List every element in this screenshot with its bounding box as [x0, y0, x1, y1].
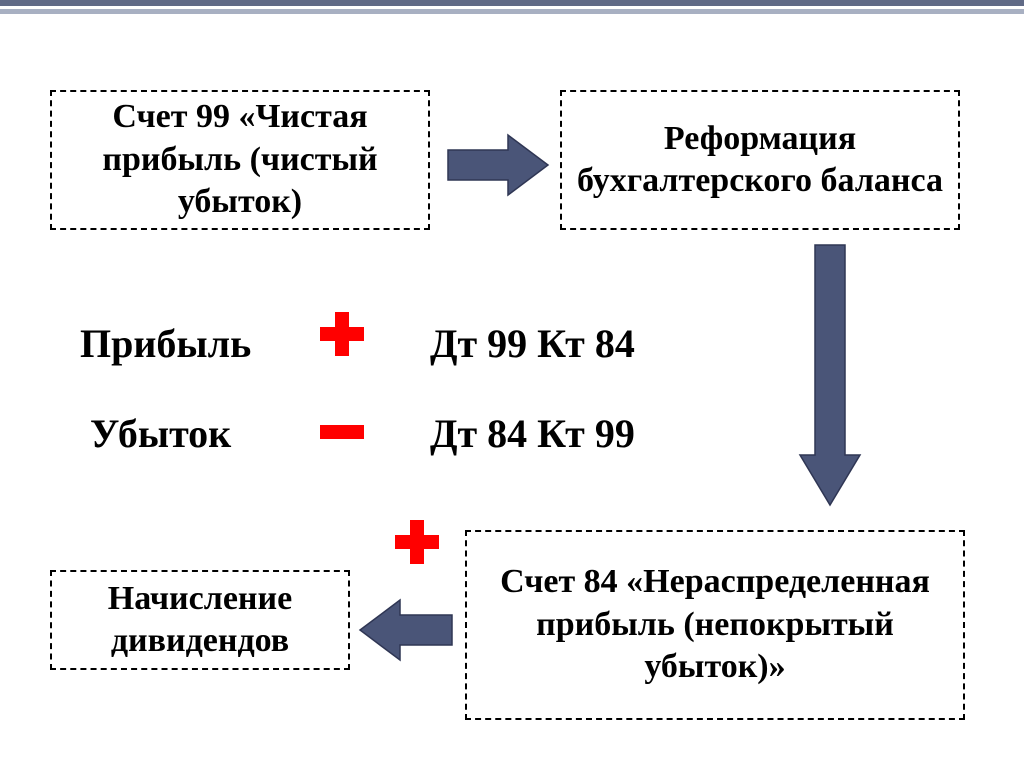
- plus-icon: [395, 520, 439, 564]
- label-loss: Убыток: [90, 410, 231, 457]
- box-account-99-text: Счет 99 «Чистая прибыль (чистый убыток): [66, 96, 414, 224]
- arrow-down-icon: [800, 245, 860, 505]
- box-reformation-text: Реформация бухгалтерского баланса: [576, 118, 944, 203]
- plus-icon: [320, 312, 364, 356]
- arrow-left-icon: [360, 600, 452, 660]
- label-profit: Прибыль: [80, 320, 251, 367]
- slide-top-border: [0, 0, 1024, 14]
- minus-icon: [320, 425, 364, 439]
- label-entry-loss: Дт 84 Кт 99: [430, 410, 635, 457]
- box-dividends-text: Начисление дивидендов: [66, 578, 334, 663]
- box-account-84-text: Счет 84 «Нераспределенная прибыль (непок…: [481, 561, 949, 689]
- box-account-99: Счет 99 «Чистая прибыль (чистый убыток): [50, 90, 430, 230]
- arrow-right-icon: [448, 135, 548, 195]
- box-account-84: Счет 84 «Нераспределенная прибыль (непок…: [465, 530, 965, 720]
- box-dividends: Начисление дивидендов: [50, 570, 350, 670]
- box-reformation: Реформация бухгалтерского баланса: [560, 90, 960, 230]
- label-entry-profit: Дт 99 Кт 84: [430, 320, 635, 367]
